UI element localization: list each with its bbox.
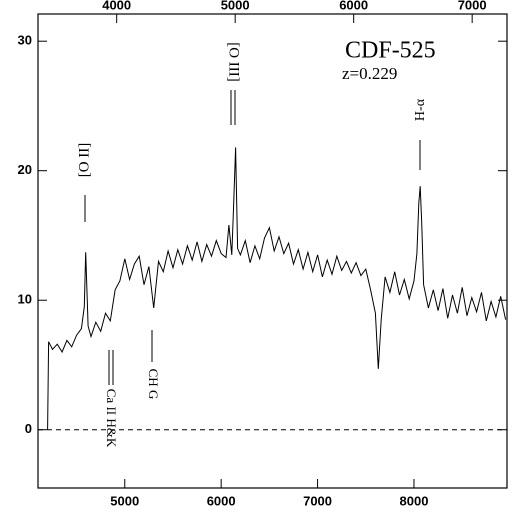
- y-tick-label: 30: [18, 33, 32, 48]
- y-tick-label: 0: [25, 421, 32, 436]
- annotation: [O II]: [76, 143, 92, 178]
- x-tick-label: 7000: [303, 493, 332, 508]
- spectrum-line: [47, 147, 507, 430]
- annotation: [O III]: [226, 42, 242, 82]
- x2-tick-label: 6000: [339, 0, 368, 12]
- annotation: CDF-525: [345, 38, 436, 64]
- x2-tick-label: 7000: [458, 0, 487, 12]
- y-tick-label: 10: [18, 292, 32, 307]
- x-tick-label: 5000: [110, 493, 139, 508]
- annotation: z=0.229: [342, 64, 397, 83]
- plot-frame: [37, 13, 508, 489]
- x2-tick-label: 5000: [221, 0, 250, 12]
- annotation: H-α: [413, 98, 428, 121]
- x-tick-label: 6000: [207, 493, 236, 508]
- annotation: CH G: [146, 369, 161, 400]
- x2-tick-label: 4000: [102, 0, 131, 12]
- annotation: Ca II H&K: [104, 389, 119, 448]
- x-tick-label: 8000: [400, 493, 429, 508]
- y-tick-label: 20: [18, 162, 32, 177]
